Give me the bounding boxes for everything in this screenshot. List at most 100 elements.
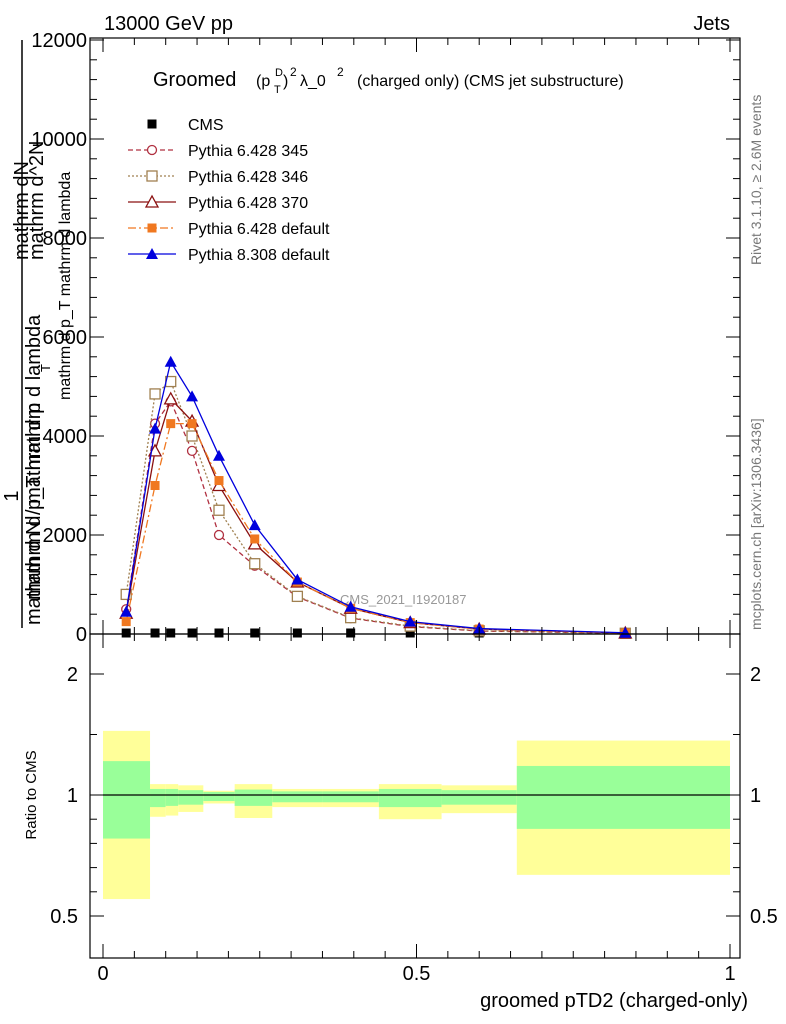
ylabel-one: 1 xyxy=(1,490,23,501)
ylabel-line-b: mathrm d p_T mathrm d lambda xyxy=(57,172,74,400)
ratio-green-band xyxy=(272,791,323,803)
ratio-panel-bands xyxy=(103,730,730,900)
data-point xyxy=(344,600,357,612)
data-point xyxy=(250,534,260,544)
main-ytick-label: 12000 xyxy=(31,30,87,52)
header-right-label: Jets xyxy=(693,13,730,35)
data-point xyxy=(186,430,198,442)
ratio-ytick-label-right: 1 xyxy=(750,785,761,807)
title-rest: (charged only) (CMS jet substructure) xyxy=(357,73,624,90)
title-sup-d: D xyxy=(275,67,283,79)
main-panel-series xyxy=(119,355,633,639)
legend-marker xyxy=(146,170,158,182)
data-point xyxy=(619,626,632,638)
data-point xyxy=(292,628,302,638)
main-ylabel: 1 mathrm dN mathrm d^2N mathrm d p_T mat… xyxy=(1,40,74,628)
legend-entry: CMS xyxy=(147,117,224,134)
ratio-green-band xyxy=(165,788,179,806)
legend: CMS Pythia 6.428 345 Pythia 6.428 346 Pythi… xyxy=(128,117,330,264)
legend-entry: Pythia 6.428 default xyxy=(128,221,330,238)
main-ytick-label: 6000 xyxy=(43,327,88,349)
legend-label: Pythia 6.428 370 xyxy=(188,195,308,212)
legend-marker xyxy=(146,144,158,156)
legend-entry: Pythia 6.428 345 xyxy=(128,143,308,160)
data-point xyxy=(166,419,176,429)
legend-label: Pythia 8.308 default xyxy=(188,247,330,264)
ratio-green-band xyxy=(178,790,204,805)
ratio-ylabel: Ratio to CMS xyxy=(23,750,40,839)
legend-label: Pythia 6.428 default xyxy=(188,221,330,238)
title-main: Groomed xyxy=(153,69,236,91)
data-point xyxy=(250,628,260,638)
mcplots-label: mcplots.cern.ch [arXiv:1306.3436] xyxy=(748,418,764,630)
main-panel-axes: 0 2000 4000 6000 8000 10000 12000 xyxy=(31,30,741,646)
ratio-ytick-label-right: 0.5 xyxy=(750,906,778,928)
main-ytick-label: 4000 xyxy=(43,426,88,448)
data-point xyxy=(248,519,261,531)
data-point xyxy=(291,590,304,603)
data-point xyxy=(187,419,197,429)
xtick-label: 1 xyxy=(724,963,735,985)
title-sub-t: T xyxy=(274,84,281,96)
legend-label: Pythia 6.428 345 xyxy=(188,143,308,160)
legend-entry: Pythia 6.428 346 xyxy=(128,169,308,186)
data-point xyxy=(150,481,160,490)
ratio-green-band xyxy=(441,790,517,805)
main-ytick-label: 2000 xyxy=(43,525,88,547)
ratio-frame xyxy=(89,633,741,959)
data-point xyxy=(187,628,197,638)
data-point xyxy=(345,612,357,624)
title-formula: (p xyxy=(256,73,270,90)
data-point xyxy=(212,449,225,461)
watermark: CMS_2021_I1920187 xyxy=(340,592,467,607)
data-point xyxy=(149,422,162,434)
data-point xyxy=(404,615,417,627)
ratio-ytick-label-right: 2 xyxy=(750,664,761,686)
data-point xyxy=(346,628,356,638)
data-point xyxy=(164,355,177,367)
x-axis-label: groomed pTD2 (charged-only) xyxy=(480,990,748,1012)
ratio-green-band xyxy=(234,789,273,806)
title-lambda: λ_0 xyxy=(300,73,326,90)
data-point xyxy=(405,628,415,638)
data-point xyxy=(166,628,176,638)
ylabel-denom-sub: T xyxy=(38,364,53,372)
data-point xyxy=(121,628,131,638)
ratio-green-band xyxy=(378,788,442,808)
data-point xyxy=(249,558,261,570)
ylabel-denom: mathrm d N / mathrm d p xyxy=(23,403,45,625)
title-sup-2b: 2 xyxy=(337,65,344,79)
data-point xyxy=(121,617,131,627)
ratio-ytick-label: 1 xyxy=(67,785,78,807)
title-sup-2: 2 xyxy=(290,65,297,79)
ylabel-line-a: mathrm d^2N xyxy=(26,141,48,260)
ratio-green-band xyxy=(103,761,151,839)
legend-marker xyxy=(144,194,160,208)
data-point xyxy=(120,605,133,617)
ratio-ytick-label: 0.5 xyxy=(50,906,78,928)
legend-marker xyxy=(147,223,157,233)
legend-entry: Pythia 6.428 370 xyxy=(128,194,308,212)
xtick-label: 0.5 xyxy=(403,963,431,985)
ratio-green-band xyxy=(516,765,730,829)
series-py8def xyxy=(120,355,632,638)
xtick-label: 0 xyxy=(97,963,108,985)
series-cms xyxy=(121,628,630,638)
legend-entry: Pythia 8.308 default xyxy=(128,247,330,264)
data-point xyxy=(213,504,225,516)
ratio-panel-axes: 0 0.5 1 0.5 0.5 1 1 2 2 xyxy=(50,633,778,985)
ratio-green-band xyxy=(203,791,235,802)
data-point xyxy=(291,573,304,585)
title-close: ) xyxy=(283,73,288,90)
data-point xyxy=(186,390,199,402)
rivet-label: Rivet 3.1.10, ≥ 2.6M events xyxy=(748,95,764,265)
data-point xyxy=(120,588,132,601)
ylabel-frac-bottom: mathrm d p_T mathrm d lambda xyxy=(23,314,45,600)
ratio-green-band xyxy=(150,788,166,808)
data-point xyxy=(150,628,160,638)
data-point xyxy=(149,388,161,400)
header-left-label: 13000 GeV pp xyxy=(104,13,233,35)
legend-marker xyxy=(146,248,158,259)
data-point xyxy=(214,628,224,638)
main-ytick-label: 10000 xyxy=(31,129,87,151)
